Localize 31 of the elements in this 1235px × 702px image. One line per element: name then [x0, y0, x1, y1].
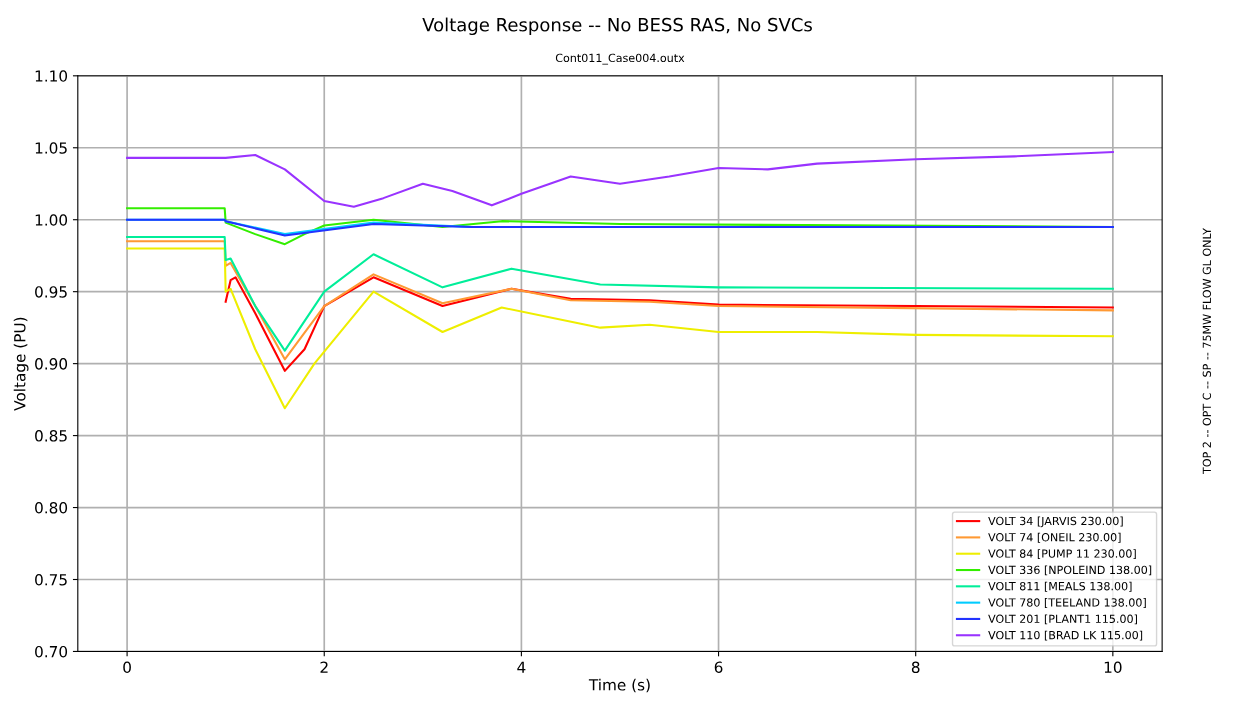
- y-tick-label: 0.95: [35, 286, 67, 298]
- x-axis-title: Time (s): [588, 678, 650, 693]
- y-tick-label: 1.10: [35, 70, 68, 82]
- line-series: [126, 247, 1114, 410]
- line-series: [224, 276, 1114, 372]
- legend-label: VOLT 84 [PUMP 11 230.00]: [988, 549, 1136, 560]
- y-tick-label: 0.85: [35, 430, 67, 442]
- x-tick-label: 10: [1104, 661, 1122, 673]
- x-tick-label: 2: [320, 661, 328, 673]
- x-tick-label: 8: [911, 661, 920, 673]
- y-axis-title: Voltage (PU): [13, 317, 29, 411]
- chart-title: Voltage Response -- No BESS RAS, No SVCs: [422, 17, 812, 36]
- legend-label: VOLT 110 [BRAD LK 115.00]: [988, 630, 1143, 641]
- y-tick-label: 1.00: [35, 214, 68, 226]
- legend-label: VOLT 74 [ONEIL 230.00]: [988, 532, 1121, 543]
- y-tick-label: 0.80: [35, 502, 68, 514]
- legend-label: VOLT 336 [NPOLEIND 138.00]: [988, 565, 1152, 576]
- y-tick-label: 0.75: [35, 573, 67, 586]
- line-series: [126, 151, 1114, 208]
- y-tick-label: 1.05: [35, 142, 67, 154]
- y-tick-label: 0.90: [35, 358, 68, 370]
- legend-label: VOLT 780 [TEELAND 138.00]: [988, 598, 1146, 608]
- legend-label: VOLT 201 [PLANT1 115.00]: [988, 614, 1137, 625]
- x-tick-label: 4: [517, 661, 526, 673]
- x-tick-label: 6: [714, 661, 723, 673]
- legend-label: VOLT 811 [MEALS 138.00]: [988, 581, 1132, 592]
- y-tick-label: 0.70: [35, 645, 68, 658]
- x-tick-label: 0: [123, 661, 131, 673]
- legend-label: VOLT 34 [JARVIS 230.00]: [988, 516, 1123, 528]
- text: TOP 2 -- OPT C -- SP -- 75MW FLOW GL ONLY: [1202, 228, 1212, 474]
- chart-subtitle: Cont011_Case004.outx: [555, 53, 685, 65]
